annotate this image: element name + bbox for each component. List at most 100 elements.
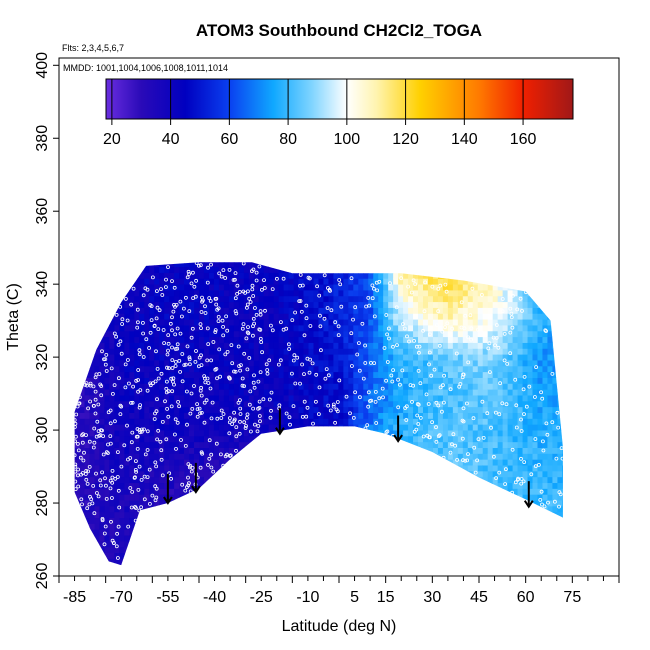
field-cell [457, 319, 464, 326]
field-cell [328, 494, 334, 501]
field-cell [218, 354, 225, 361]
field-cell [154, 476, 160, 484]
field-cell [497, 377, 504, 384]
field-cell [238, 430, 245, 437]
field-cell [109, 383, 115, 390]
field-cell [457, 540, 464, 548]
field-cell [517, 535, 523, 542]
field-cell [447, 354, 454, 361]
field-cell [209, 570, 214, 576]
field-cell [323, 406, 329, 413]
field-cell [164, 354, 170, 361]
field-cell [268, 488, 275, 495]
field-cell [442, 453, 449, 460]
field-cell [437, 546, 444, 554]
field-cell [368, 453, 374, 460]
field-cell [517, 552, 523, 559]
field-cell [124, 552, 130, 559]
field-cell [233, 354, 240, 361]
field-cell [278, 488, 285, 495]
field-cell [462, 348, 469, 355]
field-cell [94, 272, 100, 279]
field-cell [194, 295, 200, 303]
field-cell [462, 295, 469, 303]
field-cell [338, 389, 344, 396]
field-cell [358, 482, 364, 489]
field-cell [388, 540, 394, 548]
field-cell [452, 354, 459, 361]
field-cell [174, 523, 180, 530]
field-cell [472, 319, 479, 326]
field-cell [144, 529, 150, 536]
field-cell [228, 262, 235, 268]
field-cell [129, 535, 135, 542]
field-cell [482, 325, 489, 332]
field-cell [462, 307, 469, 314]
field-cell [437, 517, 444, 524]
field-cell [368, 441, 374, 448]
field-cell [452, 500, 459, 507]
field-cell [179, 441, 185, 448]
flights-label: Flts: 2,3,4,5,6,7 [62, 43, 124, 53]
field-cell [144, 383, 150, 390]
field-cell [413, 540, 419, 548]
field-cell [333, 529, 339, 536]
field-cell [522, 447, 528, 454]
field-cell [129, 435, 135, 443]
field-cell [388, 354, 394, 361]
field-cell [194, 255, 199, 261]
field-cell [263, 529, 270, 536]
field-cell [154, 511, 160, 519]
field-cell [477, 360, 484, 367]
field-cell [104, 552, 110, 559]
field-cell [203, 511, 210, 519]
field-cell [94, 406, 100, 413]
field-cell [119, 266, 125, 273]
field-cell [358, 500, 364, 507]
field-cell [472, 360, 479, 367]
field-cell [164, 482, 170, 489]
field-cell [408, 313, 414, 320]
field-cell [303, 278, 309, 285]
field-cell [472, 313, 479, 320]
field-cell [203, 476, 210, 484]
field-cell [388, 395, 394, 402]
field-cell [264, 255, 269, 261]
field-cell [288, 546, 294, 554]
field-cell [144, 430, 150, 437]
field-cell [199, 430, 205, 437]
field-cell [353, 424, 359, 431]
field-cell [457, 284, 464, 291]
field-cell [223, 430, 230, 437]
field-cell [338, 266, 344, 273]
field-cell [472, 278, 479, 285]
field-cell [338, 435, 344, 443]
field-cell [388, 500, 394, 507]
field-cell [74, 307, 80, 314]
field-cell [74, 424, 80, 431]
field-cell [472, 395, 479, 402]
field-cell [154, 424, 160, 431]
field-cell [218, 418, 225, 425]
field-cell [278, 517, 285, 524]
field-cell [432, 500, 439, 507]
field-cell [99, 389, 105, 396]
field-cell [368, 290, 374, 297]
field-cell [343, 470, 349, 478]
field-cell [363, 540, 369, 548]
field-cell [124, 535, 130, 542]
field-cell [109, 529, 115, 536]
field-cell [288, 529, 294, 536]
field-cell [164, 511, 170, 519]
field-cell [109, 465, 115, 472]
field-cell [243, 330, 250, 338]
field-cell [298, 511, 304, 519]
field-cell [458, 255, 463, 261]
field-cell [89, 412, 95, 419]
field-cell [482, 313, 489, 320]
field-cell [218, 505, 225, 513]
field-cell [94, 319, 100, 326]
field-cell [218, 262, 225, 268]
field-cell [313, 517, 319, 524]
field-cell [318, 262, 324, 268]
